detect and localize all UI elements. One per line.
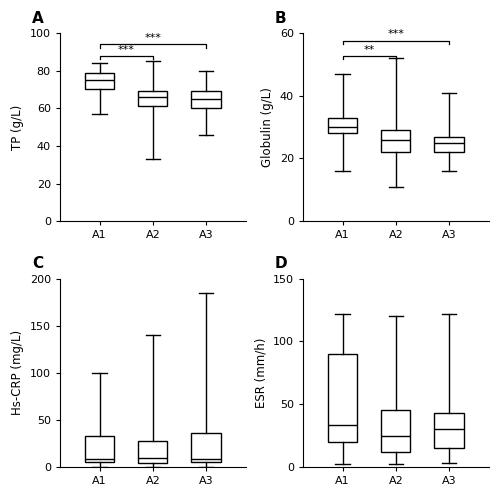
Text: **: ** bbox=[364, 45, 375, 55]
PathPatch shape bbox=[381, 411, 410, 452]
PathPatch shape bbox=[434, 413, 464, 448]
PathPatch shape bbox=[85, 436, 114, 462]
PathPatch shape bbox=[328, 118, 358, 133]
PathPatch shape bbox=[192, 433, 220, 462]
PathPatch shape bbox=[138, 91, 168, 106]
PathPatch shape bbox=[138, 441, 168, 463]
Text: ***: *** bbox=[118, 45, 134, 55]
PathPatch shape bbox=[192, 91, 220, 108]
PathPatch shape bbox=[328, 354, 358, 442]
Y-axis label: ESR (mm/h): ESR (mm/h) bbox=[254, 337, 267, 408]
Y-axis label: Hs-CRP (mg/L): Hs-CRP (mg/L) bbox=[11, 331, 24, 415]
PathPatch shape bbox=[434, 137, 464, 152]
Text: D: D bbox=[275, 256, 287, 271]
Y-axis label: Globulin (g/L): Globulin (g/L) bbox=[261, 87, 274, 167]
Text: ***: *** bbox=[144, 33, 162, 43]
Text: A: A bbox=[32, 10, 44, 25]
PathPatch shape bbox=[85, 73, 114, 89]
Y-axis label: TP (g/L): TP (g/L) bbox=[11, 104, 24, 150]
Text: B: B bbox=[275, 10, 286, 25]
Text: C: C bbox=[32, 256, 43, 271]
PathPatch shape bbox=[381, 130, 410, 152]
Text: ***: *** bbox=[388, 29, 404, 39]
